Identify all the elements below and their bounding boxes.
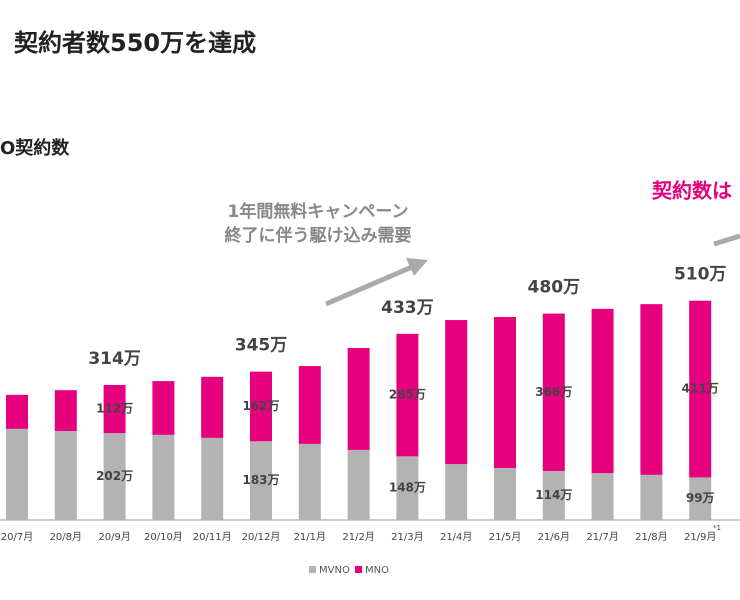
annotation: 1年間無料キャンペーン bbox=[228, 201, 409, 222]
arrow bbox=[713, 233, 740, 247]
data-label: 411万 bbox=[682, 382, 719, 396]
bar-segment bbox=[298, 443, 321, 520]
total-label: 433万 bbox=[381, 298, 434, 318]
x-tick-label: 20/12月 bbox=[242, 531, 281, 543]
x-tick-label: 21/9月 bbox=[684, 531, 716, 543]
x-tick-label: 20/8月 bbox=[50, 531, 82, 543]
bar-segment bbox=[201, 376, 224, 438]
bar-segment bbox=[54, 430, 77, 520]
bar-segment bbox=[298, 366, 321, 444]
bar-segment bbox=[54, 390, 77, 431]
total-label: 510万 bbox=[674, 265, 727, 285]
bar-segment bbox=[396, 456, 419, 520]
x-tick-label: 21/3月 bbox=[391, 531, 423, 543]
x-tick-label: 21/6月 bbox=[538, 531, 570, 543]
bar-segment bbox=[103, 433, 126, 520]
data-label: 202万 bbox=[96, 469, 133, 483]
data-label: 366万 bbox=[535, 385, 572, 399]
data-label: 112万 bbox=[96, 402, 133, 416]
legend-swatch bbox=[309, 566, 316, 573]
bar-segment bbox=[689, 477, 712, 520]
bar-segment bbox=[640, 474, 663, 520]
chart-title: 契約者数550万を達成 bbox=[14, 29, 256, 57]
bar-segment bbox=[445, 464, 468, 520]
bar-segment bbox=[152, 434, 175, 520]
bar-segment bbox=[640, 304, 663, 475]
total-label: 345万 bbox=[235, 336, 288, 356]
bar-segment bbox=[250, 441, 272, 520]
bar-segment bbox=[6, 428, 28, 520]
x-tick-label: 21/2月 bbox=[342, 531, 374, 543]
x-tick-label: 21/8月 bbox=[635, 531, 667, 543]
arrow bbox=[325, 264, 413, 307]
bar-segment bbox=[494, 317, 516, 468]
bar-segment bbox=[591, 473, 614, 520]
bar-segment bbox=[347, 449, 370, 520]
legend-label: MNO bbox=[365, 565, 389, 576]
bar-segment bbox=[591, 308, 614, 474]
x-tick-label: 21/7月 bbox=[586, 531, 618, 543]
x-tick-label: 20/7月 bbox=[1, 531, 33, 543]
bar-segment bbox=[396, 333, 419, 457]
arrow-head bbox=[406, 258, 428, 276]
x-tick-label: 20/9月 bbox=[98, 531, 130, 543]
legend-label: MVNO bbox=[319, 565, 350, 576]
bar-segment bbox=[347, 348, 370, 450]
bar-segment bbox=[542, 470, 565, 520]
x-tick-label: 20/10月 bbox=[144, 531, 183, 543]
x-tick-label: 21/4月 bbox=[440, 531, 472, 543]
bar-segment bbox=[494, 467, 516, 520]
data-label: 162万 bbox=[242, 399, 279, 413]
callout: 契約数は bbox=[651, 179, 732, 203]
x-tick-label: 21/5月 bbox=[489, 531, 521, 543]
data-label: 285万 bbox=[389, 388, 426, 402]
data-label: 114万 bbox=[535, 488, 572, 502]
total-label: 480万 bbox=[528, 278, 581, 298]
x-tick-label: 21/1月 bbox=[294, 531, 326, 543]
bar-segment bbox=[689, 300, 712, 478]
data-label: 148万 bbox=[389, 481, 426, 495]
bar-segment bbox=[103, 384, 126, 434]
legend-swatch bbox=[355, 566, 362, 573]
footnote: *1 bbox=[713, 524, 721, 532]
total-label: 314万 bbox=[88, 349, 141, 369]
bar-segment bbox=[152, 381, 175, 435]
bar-segment bbox=[445, 320, 468, 465]
bar-segment bbox=[250, 371, 272, 442]
data-label: 183万 bbox=[242, 473, 279, 487]
chart-subtitle: O契約数 bbox=[0, 137, 70, 159]
x-tick-label: 20/11月 bbox=[193, 531, 232, 543]
bar-segment bbox=[201, 437, 224, 520]
data-label: 99万 bbox=[686, 491, 715, 505]
bar-segment bbox=[542, 313, 565, 471]
annotation: 終了に伴う駆け込み需要 bbox=[225, 225, 412, 246]
bar-segment bbox=[6, 394, 28, 429]
